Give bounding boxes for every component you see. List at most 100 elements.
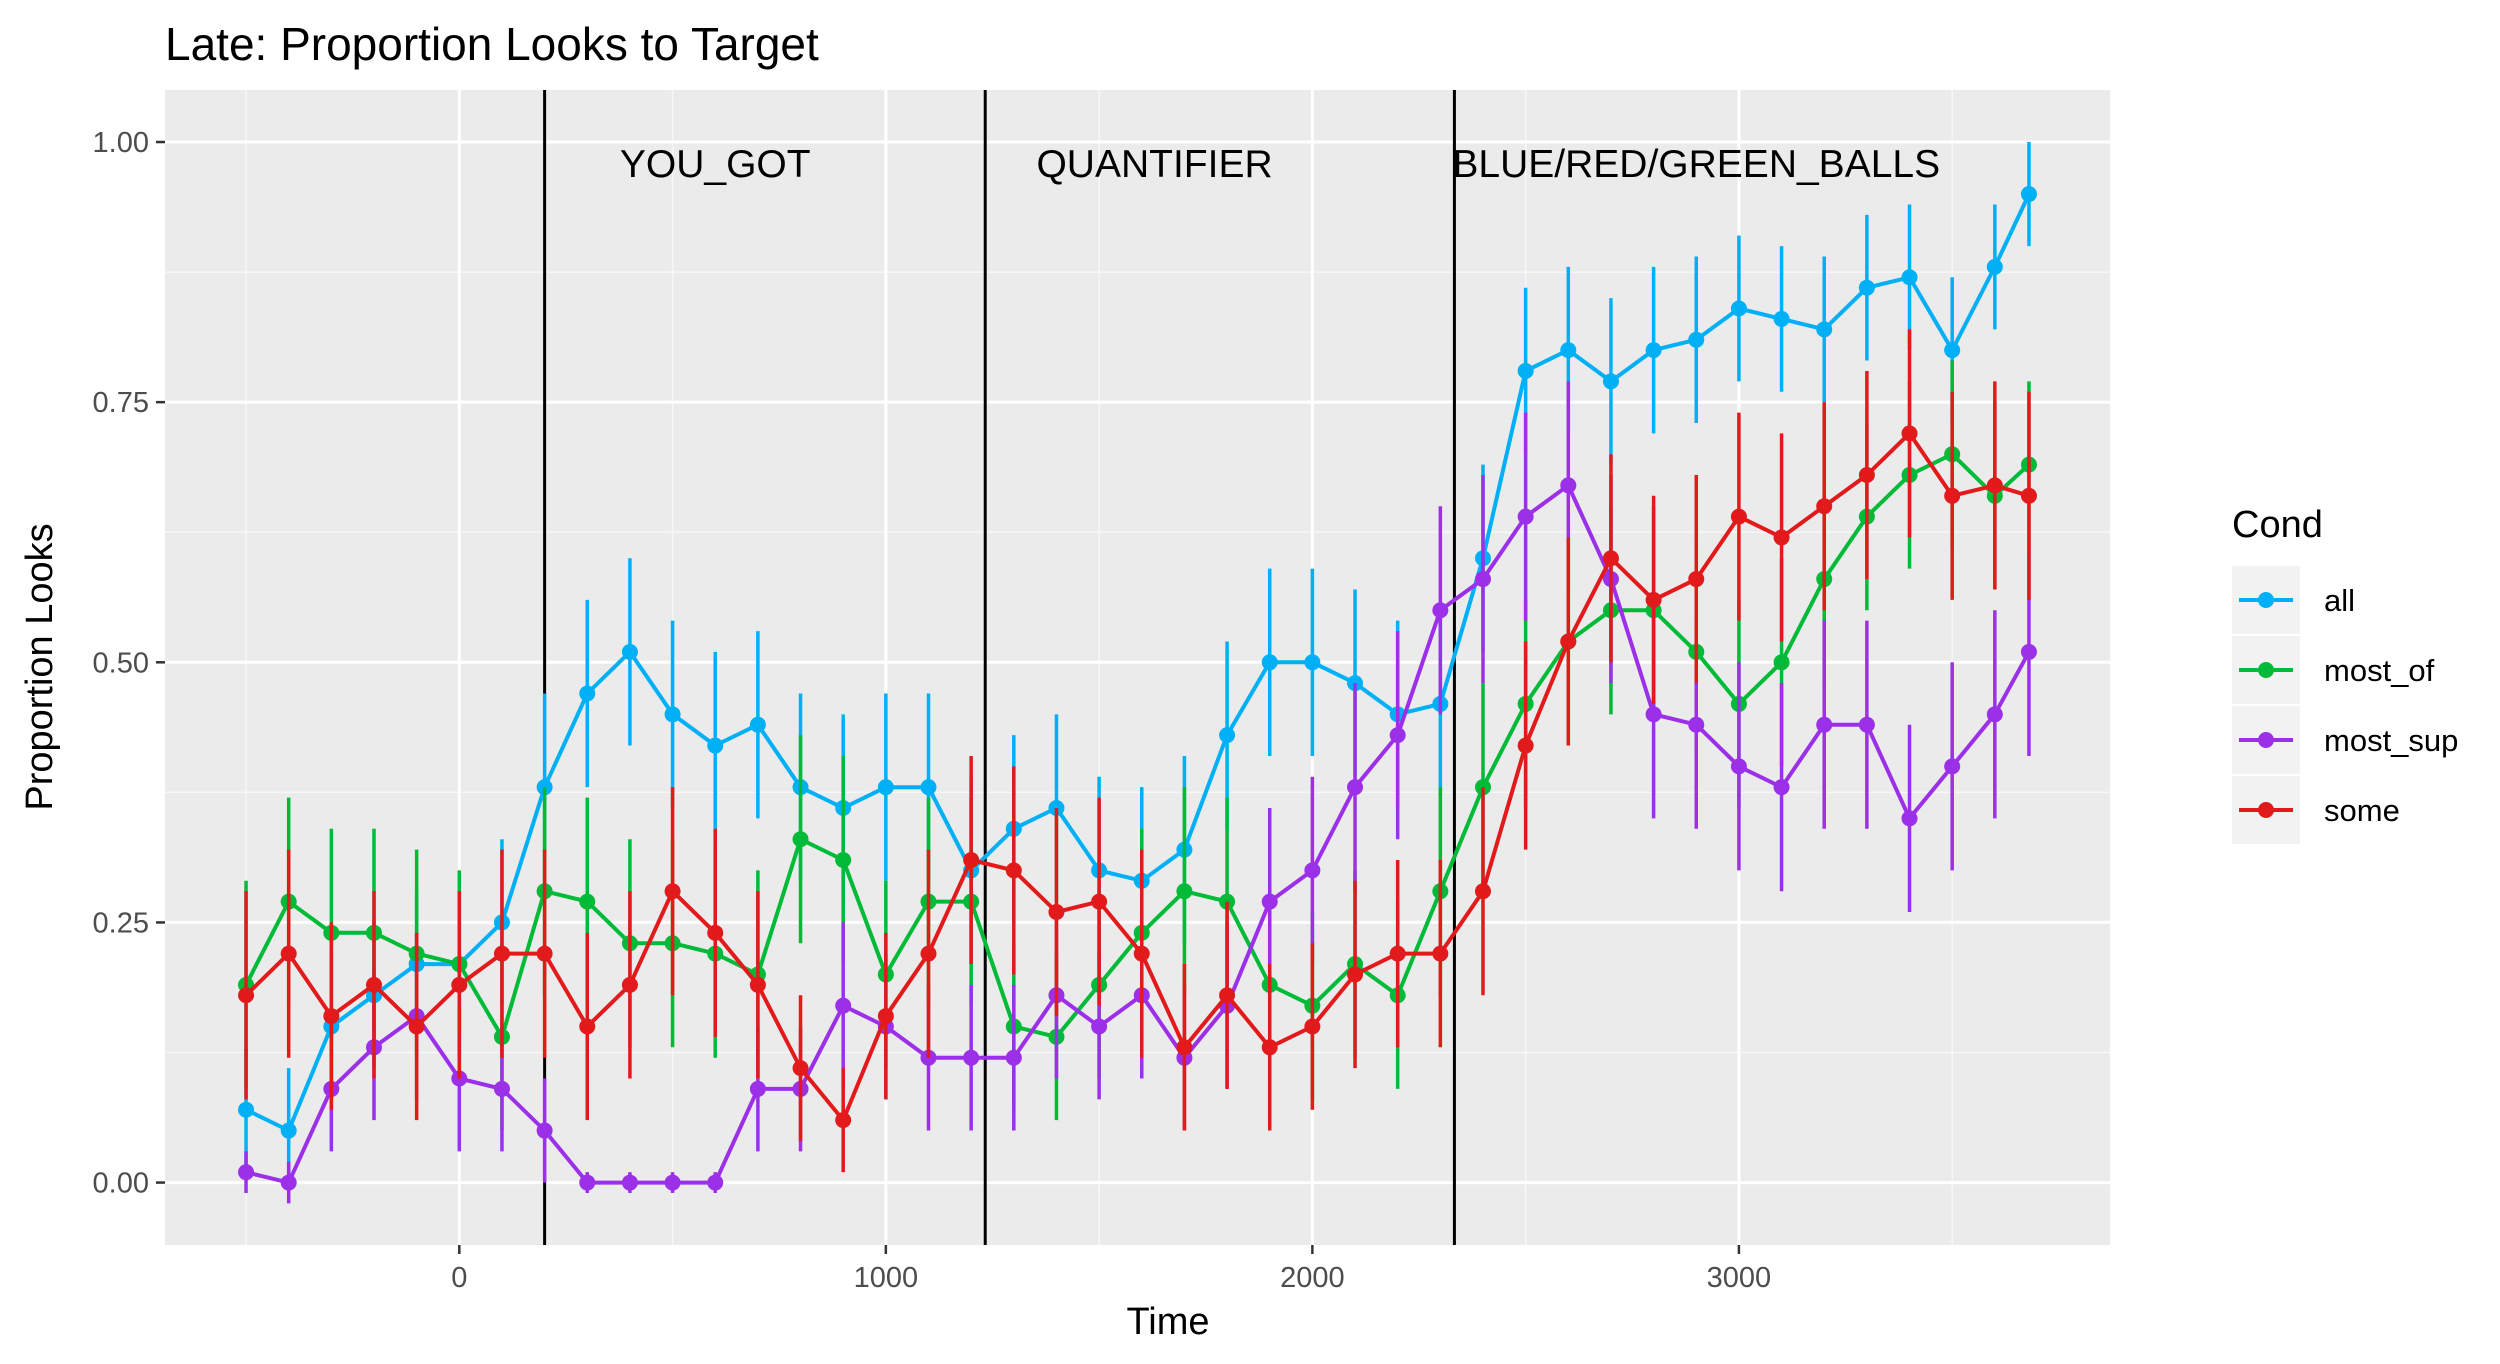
data-point: [1176, 1039, 1193, 1056]
data-point: [963, 852, 980, 868]
data-point: [1219, 987, 1236, 1004]
legend-key-point: [2258, 732, 2274, 748]
data-point: [1816, 716, 1833, 733]
x-tick-label: 3000: [1707, 1262, 1772, 1294]
data-point: [451, 976, 468, 993]
data-point: [1091, 893, 1108, 910]
phase-annotation: QUANTIFIER: [1036, 143, 1272, 186]
data-point: [621, 976, 638, 993]
data-point: [1261, 893, 1278, 910]
data-point: [1261, 654, 1278, 671]
data-point: [1474, 571, 1491, 588]
data-point: [1688, 716, 1705, 733]
data-point: [536, 1122, 553, 1139]
y-tick-label: 0.00: [93, 1168, 149, 1200]
data-point: [1901, 269, 1918, 286]
data-point: [1944, 758, 1961, 775]
data-point: [1432, 945, 1449, 962]
series-layer: [238, 142, 2037, 1204]
data-point: [1005, 1049, 1022, 1066]
data-point: [707, 924, 724, 941]
data-point: [1730, 758, 1747, 775]
x-tick-label: 1000: [854, 1262, 919, 1294]
chart-title: Late: Proportion Looks to Target: [165, 18, 819, 70]
data-point: [493, 1080, 510, 1097]
data-point: [1304, 1018, 1321, 1035]
data-point: [1688, 331, 1705, 348]
x-tick-label: 2000: [1280, 1262, 1345, 1294]
data-point: [323, 1008, 340, 1025]
data-point: [1816, 498, 1833, 515]
data-point: [1688, 571, 1705, 588]
data-point: [1219, 727, 1236, 744]
x-axis: 0 1000 2000 3000: [451, 1245, 1771, 1294]
legend-key-point: [2258, 662, 2274, 678]
data-point: [1944, 487, 1961, 504]
legend-label: most_sup: [2324, 723, 2458, 758]
data-point: [749, 976, 766, 993]
data-point: [1730, 508, 1747, 525]
data-point: [1773, 310, 1790, 327]
data-point: [408, 1018, 425, 1035]
data-point: [621, 643, 638, 660]
data-point: [238, 1164, 255, 1181]
y-axis-title: Proportion Looks: [19, 523, 61, 810]
data-point: [238, 987, 255, 1004]
data-point: [366, 976, 383, 993]
data-point: [1560, 633, 1577, 650]
data-point: [1858, 716, 1875, 733]
data-point: [621, 1174, 638, 1191]
data-point: [707, 737, 724, 754]
data-point: [835, 852, 852, 868]
data-point: [1176, 883, 1193, 900]
data-point: [1091, 1018, 1108, 1035]
data-point: [664, 1174, 681, 1191]
data-point: [1645, 342, 1662, 359]
data-point: [920, 779, 937, 796]
y-tick-label: 0.50: [93, 647, 149, 679]
data-point: [1986, 706, 2003, 723]
data-point: [493, 945, 510, 962]
data-point: [1858, 467, 1875, 483]
phase-annotation: YOU_GOT: [620, 143, 811, 186]
data-point: [792, 1060, 809, 1077]
legend-label: most_of: [2324, 653, 2435, 688]
y-tick-label: 0.75: [93, 387, 149, 419]
y-axis: 0.00 0.25 0.50 0.75 1.00: [93, 127, 165, 1200]
data-point: [1005, 862, 1022, 879]
data-point: [1517, 362, 1534, 379]
data-point: [2020, 487, 2037, 504]
data-point: [1432, 602, 1449, 619]
data-point: [749, 1080, 766, 1097]
data-point: [1048, 904, 1065, 921]
data-point: [1347, 779, 1364, 796]
data-point: [920, 945, 937, 962]
data-point: [579, 685, 596, 702]
data-point: [1560, 342, 1577, 359]
data-point: [280, 945, 297, 962]
data-point: [1474, 883, 1491, 900]
data-point: [1773, 529, 1790, 546]
data-point: [877, 779, 894, 796]
phase-annotations: YOU_GOT QUANTIFIER BLUE/RED/GREEN_BALLS: [620, 143, 1940, 186]
data-point: [1389, 945, 1406, 962]
data-point: [280, 1122, 297, 1139]
data-point: [1986, 477, 2003, 494]
data-point: [1901, 810, 1918, 827]
data-point: [1304, 862, 1321, 879]
data-point: [2020, 186, 2037, 203]
data-point: [664, 706, 681, 723]
data-point: [1816, 321, 1833, 338]
data-point: [579, 893, 596, 910]
series-some: [238, 329, 2037, 1173]
data-point: [707, 1174, 724, 1191]
data-point: [579, 1018, 596, 1035]
data-point: [1347, 966, 1364, 983]
data-point: [1901, 425, 1918, 442]
data-point: [1517, 737, 1534, 754]
data-point: [1730, 300, 1747, 317]
data-point: [536, 945, 553, 962]
data-point: [835, 1112, 852, 1129]
